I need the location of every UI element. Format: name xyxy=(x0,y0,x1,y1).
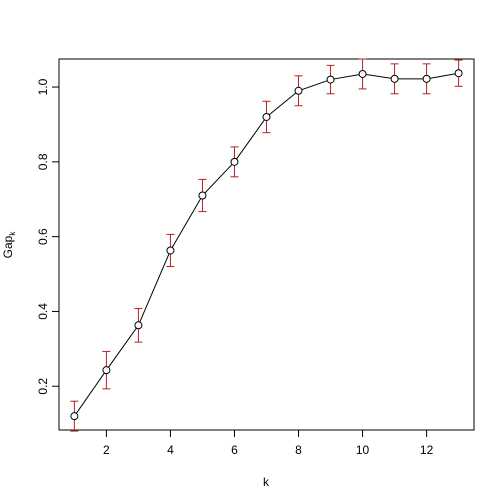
point xyxy=(422,74,431,83)
point xyxy=(134,321,143,330)
y-tick-label: 0.4 xyxy=(36,303,50,320)
point xyxy=(230,157,239,166)
y-label-sub: k xyxy=(8,231,17,236)
x-axis-label: k xyxy=(263,475,270,489)
y-tick-label: 0.6 xyxy=(36,228,50,245)
y-label-main: Gap xyxy=(1,235,15,258)
point xyxy=(326,75,335,84)
point xyxy=(102,366,111,375)
point xyxy=(262,112,271,121)
y-tick-label: 0.8 xyxy=(36,153,50,170)
x-tick-label: 4 xyxy=(167,443,174,457)
x-tick-label: 2 xyxy=(103,443,110,457)
y-axis-label: Gapk xyxy=(1,231,17,259)
point xyxy=(198,191,207,200)
point xyxy=(390,74,399,83)
point xyxy=(294,86,303,95)
point xyxy=(454,69,463,78)
y-tick-label: 0.2 xyxy=(36,378,50,395)
point xyxy=(358,69,367,78)
point xyxy=(166,246,175,255)
x-tick-label: 6 xyxy=(231,443,238,457)
plot-box xyxy=(58,58,475,431)
x-tick-label: 8 xyxy=(295,443,302,457)
x-tick-label: 12 xyxy=(420,443,434,457)
y-tick-label: 1.0 xyxy=(36,78,50,95)
x-tick-label: 10 xyxy=(356,443,370,457)
point xyxy=(70,412,79,421)
